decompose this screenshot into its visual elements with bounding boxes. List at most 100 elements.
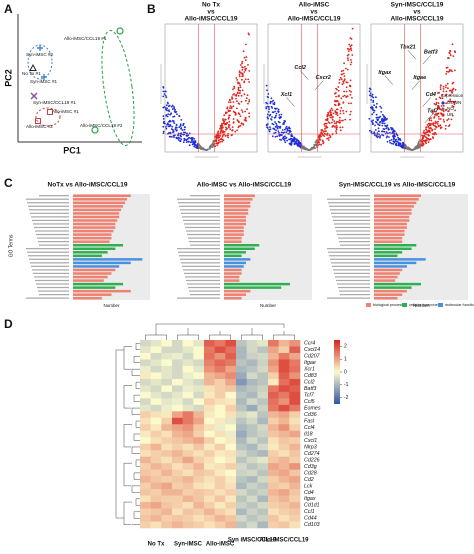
bar <box>224 247 255 251</box>
volcano-title: vs <box>207 9 215 16</box>
point <box>324 125 326 127</box>
heat-cell <box>193 430 205 438</box>
point <box>434 120 437 123</box>
point <box>397 138 400 141</box>
go-title: Allo-iMSC vs Allo-iMSC/CCL19 <box>197 182 292 189</box>
point <box>368 117 371 120</box>
dendro-branch <box>131 407 140 415</box>
sample-marker <box>47 109 53 115</box>
point <box>280 131 283 134</box>
heat-cell <box>246 411 258 419</box>
gene-label: Nlrp3 <box>304 444 317 450</box>
heat-cell <box>204 385 215 393</box>
point <box>388 139 391 142</box>
point <box>267 117 269 120</box>
point <box>387 127 390 130</box>
heat-cell <box>278 340 290 347</box>
point <box>319 138 322 141</box>
point <box>320 131 323 134</box>
point <box>372 96 375 99</box>
point <box>180 138 183 141</box>
heat-cell <box>236 508 247 516</box>
point <box>435 101 438 104</box>
point <box>239 64 242 66</box>
heat-cell <box>204 372 215 380</box>
bar <box>73 282 124 286</box>
term-label-stub <box>337 233 370 236</box>
point <box>239 124 242 127</box>
heat-cell <box>246 469 258 477</box>
point <box>170 105 173 108</box>
point <box>171 136 173 138</box>
point <box>284 137 286 140</box>
point <box>273 132 276 135</box>
point <box>427 125 430 128</box>
point <box>286 129 289 132</box>
point <box>389 131 391 134</box>
heat-cell <box>140 456 151 464</box>
bar <box>73 194 131 198</box>
point <box>216 144 219 147</box>
heat-cell <box>161 508 173 516</box>
point <box>432 112 434 115</box>
heat-cell <box>268 385 279 393</box>
volcano-title: vs <box>413 9 421 16</box>
point <box>226 134 229 137</box>
color-bar <box>334 340 340 404</box>
term-label-stub <box>340 195 370 197</box>
heat-cell <box>193 391 205 399</box>
heat-cell <box>268 489 279 496</box>
point <box>202 147 204 149</box>
bar <box>73 236 112 240</box>
heat-cell <box>278 443 290 451</box>
point <box>370 130 373 133</box>
point <box>267 96 269 99</box>
point <box>433 103 436 105</box>
heat-cell <box>140 502 151 509</box>
point <box>165 124 168 126</box>
heat-cell <box>236 495 247 503</box>
point <box>350 38 353 40</box>
point <box>334 122 336 125</box>
point <box>182 124 185 127</box>
point <box>229 128 232 131</box>
bar <box>73 251 108 254</box>
point <box>272 103 275 105</box>
point <box>270 105 273 108</box>
point <box>442 105 445 107</box>
point <box>275 112 278 115</box>
point <box>376 118 379 121</box>
row-dendrogram <box>115 342 140 526</box>
heat-cell <box>225 489 237 496</box>
color-tick-label: 0 <box>344 369 347 375</box>
point <box>343 94 346 97</box>
point <box>445 86 447 89</box>
point <box>244 59 247 61</box>
point <box>385 125 388 128</box>
point <box>372 99 375 102</box>
point <box>162 125 165 128</box>
point <box>229 101 232 103</box>
point <box>443 120 445 123</box>
point <box>428 127 431 130</box>
point <box>165 96 168 99</box>
heat-cell <box>268 391 279 399</box>
heat-cell <box>214 450 226 457</box>
heat-cell <box>140 469 151 477</box>
point <box>382 134 385 137</box>
heat-cell <box>278 489 290 496</box>
point <box>231 97 234 99</box>
sample-label: No Tx #1 <box>22 71 41 76</box>
plot-frame <box>370 23 464 153</box>
heat-cell <box>172 476 183 483</box>
heat-cell <box>161 482 173 490</box>
point <box>382 122 384 124</box>
heat-cell <box>140 489 151 496</box>
point <box>348 43 351 46</box>
heat-cell <box>150 469 162 477</box>
heat-cell <box>268 502 279 509</box>
term-label-stub <box>178 251 220 253</box>
heat-cell <box>289 456 301 464</box>
point <box>350 49 353 52</box>
gene-label: Xcr1 <box>303 367 315 373</box>
